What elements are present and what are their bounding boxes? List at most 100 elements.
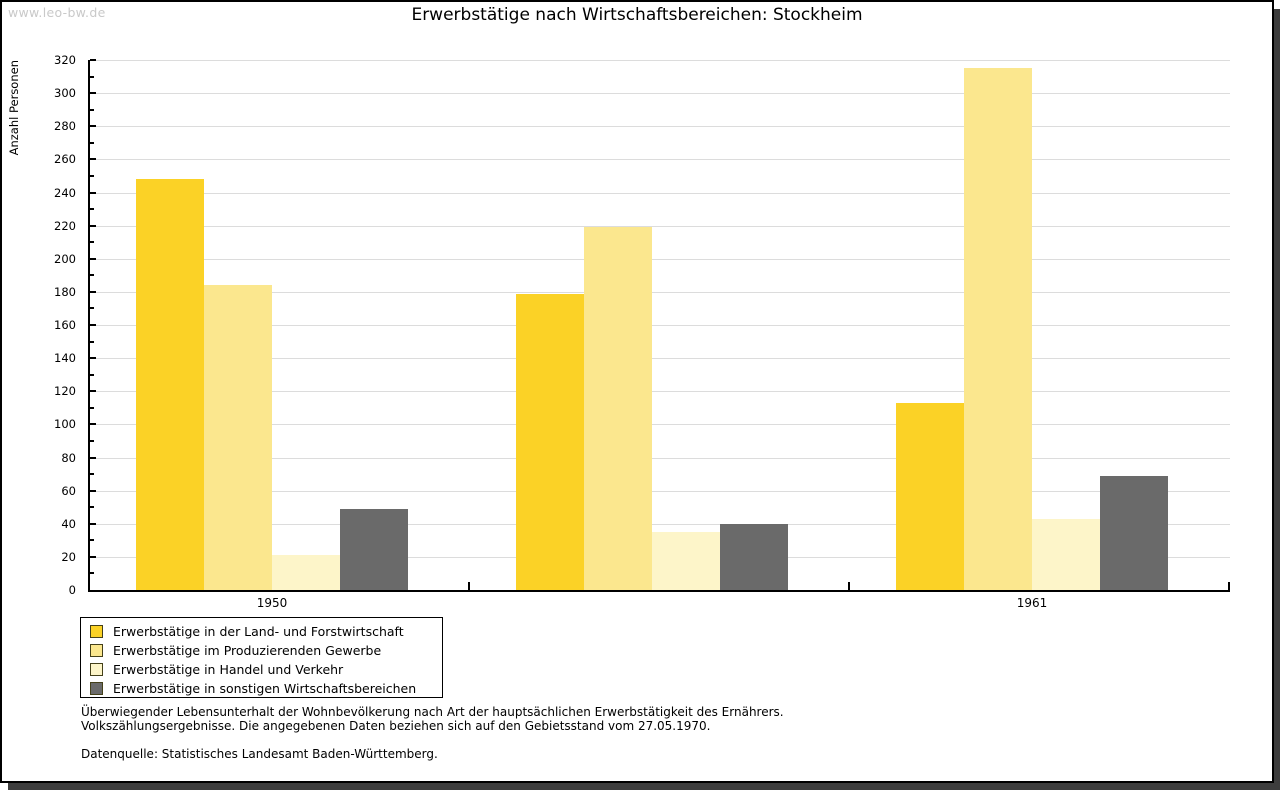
bar (720, 524, 788, 590)
bar (136, 179, 204, 590)
y-axis-tick-label: 240 (54, 185, 76, 200)
x-axis-tick (468, 582, 470, 590)
bar (272, 555, 340, 590)
y-axis-major-tick (90, 258, 96, 260)
gridline (90, 59, 1230, 61)
y-axis-minor-tick (90, 407, 94, 409)
bar (584, 227, 652, 590)
gridline (90, 423, 1230, 425)
y-axis-minor-tick (90, 506, 94, 508)
y-axis-tick-label: 40 (61, 516, 76, 531)
y-axis-major-tick (90, 357, 96, 359)
y-axis-minor-tick (90, 307, 94, 309)
gridline (90, 225, 1230, 227)
bar (964, 68, 1032, 590)
y-axis-major-tick (90, 225, 96, 227)
y-axis-tick-label: 180 (54, 284, 76, 299)
y-axis-major-tick (90, 457, 96, 459)
gridline (90, 158, 1230, 160)
bar (652, 532, 720, 590)
footnote-line-1: Überwiegender Lebensunterhalt der Wohnbe… (81, 705, 784, 719)
legend-label: Erwerbstätige in sonstigen Wirtschaftsbe… (113, 681, 417, 696)
y-axis-tick-label: 220 (54, 218, 76, 233)
legend-item: Erwerbstätige in sonstigen Wirtschaftsbe… (90, 679, 442, 698)
chart-title: Erwerbstätige nach Wirtschaftsbereichen:… (411, 5, 863, 25)
y-axis-tick-label: 120 (54, 384, 76, 399)
y-axis-major-tick (90, 490, 96, 492)
gridline (90, 457, 1230, 459)
y-axis-major-tick (90, 92, 96, 94)
bar (204, 285, 272, 590)
x-axis-tick (848, 582, 850, 590)
y-axis-major-tick (90, 125, 96, 127)
y-axis-minor-tick (90, 572, 94, 574)
y-axis-minor-tick (90, 76, 94, 78)
legend: Erwerbstätige in der Land- und Forstwirt… (80, 617, 443, 698)
y-axis-minor-tick (90, 539, 94, 541)
y-axis-major-tick (90, 556, 96, 558)
bar (896, 403, 964, 590)
y-axis-major-tick (90, 523, 96, 525)
legend-swatch (90, 682, 103, 695)
gridline (90, 258, 1230, 260)
y-axis-minor-tick (90, 109, 94, 111)
y-axis-minor-tick (90, 142, 94, 144)
legend-label: Erwerbstätige im Produzierenden Gewerbe (113, 643, 382, 658)
legend-item: Erwerbstätige in Handel und Verkehr (90, 660, 442, 679)
gridline (90, 490, 1230, 492)
y-axis-tick-label: 260 (54, 152, 76, 167)
y-axis-major-tick (90, 192, 96, 194)
y-axis-minor-tick (90, 341, 94, 343)
y-axis-tick-label: 300 (54, 86, 76, 101)
watermark: www.leo-bw.de (8, 5, 106, 20)
x-axis-tick (1228, 582, 1230, 590)
y-axis-tick-label: 60 (61, 483, 76, 498)
legend-swatch (90, 625, 103, 638)
y-axis-major-tick (90, 158, 96, 160)
source-note: Datenquelle: Statistisches Landesamt Bad… (81, 747, 438, 761)
footnote-line-2: Volkszählungsergebnisse. Die angegebenen… (81, 719, 711, 733)
gridline (90, 92, 1230, 94)
y-axis-minor-tick (90, 473, 94, 475)
gridline (90, 324, 1230, 326)
legend-label: Erwerbstätige in der Land- und Forstwirt… (113, 624, 404, 639)
y-axis-tick-label: 200 (54, 251, 76, 266)
bar (340, 509, 408, 590)
bar (516, 294, 584, 590)
y-axis-minor-tick (90, 374, 94, 376)
y-axis-minor-tick (90, 208, 94, 210)
y-axis-tick-label: 140 (54, 351, 76, 366)
plot-area (88, 59, 1230, 592)
y-axis-major-tick (90, 59, 96, 61)
y-axis-major-tick (90, 324, 96, 326)
gridline (90, 390, 1230, 392)
y-axis-tick-label: 160 (54, 318, 76, 332)
gridline (90, 125, 1230, 127)
y-axis-tick-label: 0 (68, 583, 76, 597)
y-axis-tick-label: 80 (61, 450, 76, 465)
x-axis-category-label: 1961 (1016, 596, 1048, 610)
y-axis-major-tick (90, 291, 96, 293)
legend-swatch (90, 644, 103, 657)
gridline (90, 291, 1230, 293)
y-axis-minor-tick (90, 274, 94, 276)
y-axis-major-tick (90, 423, 96, 425)
legend-item: Erwerbstätige in der Land- und Forstwirt… (90, 622, 442, 641)
y-axis-minor-tick (90, 175, 94, 177)
legend-item: Erwerbstätige im Produzierenden Gewerbe (90, 641, 442, 660)
y-axis-title: Anzahl Personen (7, 60, 21, 156)
x-axis-category-label: 1950 (256, 596, 288, 610)
legend-label: Erwerbstätige in Handel und Verkehr (113, 662, 344, 677)
y-axis-tick-label: 320 (54, 53, 76, 67)
y-axis-tick-label: 100 (54, 417, 76, 432)
y-axis-tick-label: 280 (54, 119, 76, 134)
y-axis-minor-tick (90, 241, 94, 243)
y-axis-minor-tick (90, 440, 94, 442)
gridline (90, 192, 1230, 194)
legend-swatch (90, 663, 103, 676)
footnotes: Überwiegender Lebensunterhalt der Wohnbe… (81, 705, 784, 733)
y-axis-tick-label: 20 (61, 549, 76, 564)
gridline (90, 357, 1230, 359)
bar (1100, 476, 1168, 590)
